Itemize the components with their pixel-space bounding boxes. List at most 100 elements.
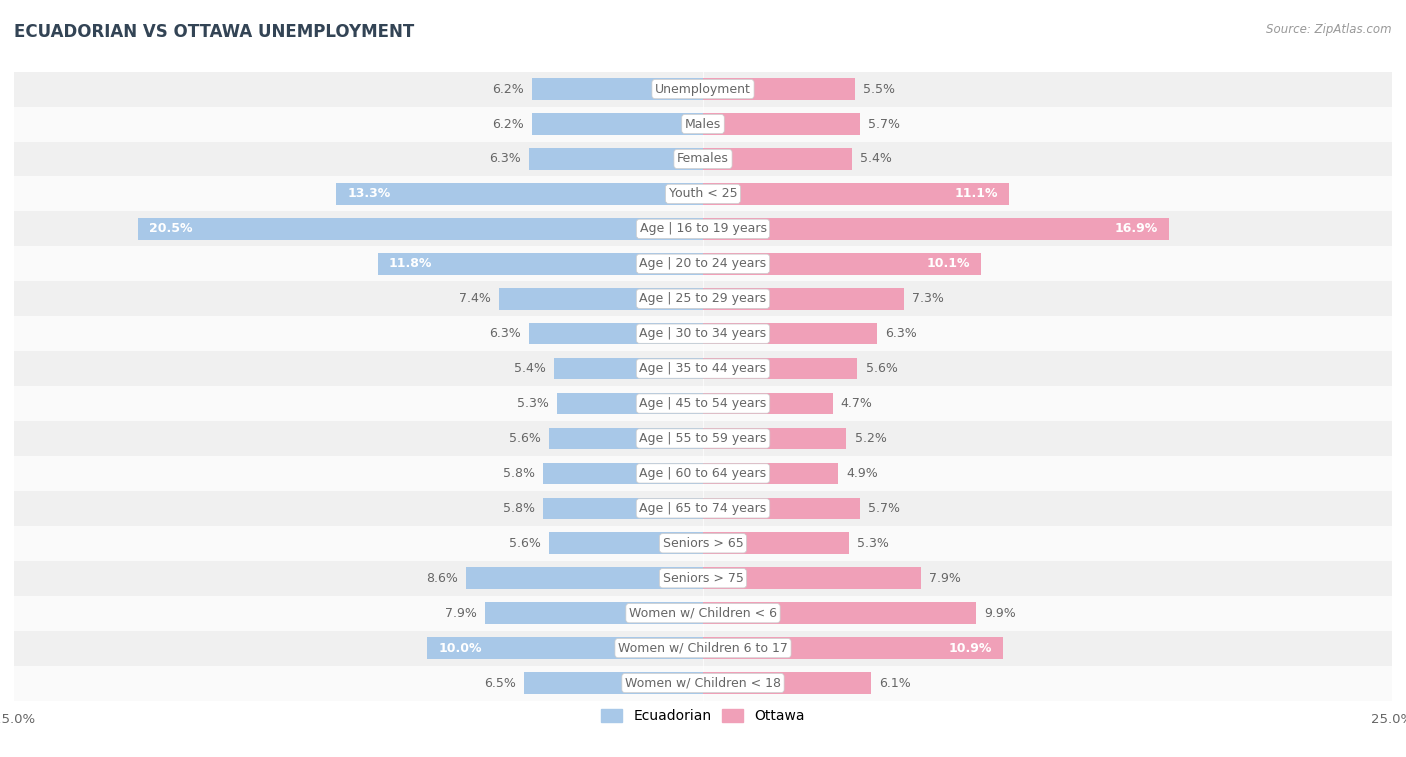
Text: 6.3%: 6.3% [489,152,522,166]
Bar [14,176,1392,211]
Text: 5.6%: 5.6% [509,537,540,550]
Bar [524,672,703,694]
Text: Age | 35 to 44 years: Age | 35 to 44 years [640,362,766,375]
Text: 6.3%: 6.3% [884,327,917,340]
Bar [703,497,860,519]
Text: 5.3%: 5.3% [517,397,548,410]
Text: Females: Females [678,152,728,166]
Bar [14,282,1392,316]
Text: 7.9%: 7.9% [446,606,477,620]
Text: 11.1%: 11.1% [955,188,998,201]
Text: Age | 45 to 54 years: Age | 45 to 54 years [640,397,766,410]
Bar [703,393,832,414]
Bar [557,393,703,414]
Bar [14,491,1392,526]
Bar [14,526,1392,561]
Bar [485,603,703,624]
Text: 20.5%: 20.5% [149,223,193,235]
Text: 5.2%: 5.2% [855,432,886,445]
Bar [499,288,703,310]
Bar [14,351,1392,386]
Text: Age | 60 to 64 years: Age | 60 to 64 years [640,467,766,480]
Text: 5.8%: 5.8% [503,502,534,515]
Text: 6.5%: 6.5% [484,677,516,690]
Bar [14,72,1392,107]
Legend: Ecuadorian, Ottawa: Ecuadorian, Ottawa [596,704,810,729]
Bar [138,218,703,240]
Bar [703,568,921,589]
Bar [703,358,858,379]
Text: 11.8%: 11.8% [389,257,432,270]
Text: Age | 25 to 29 years: Age | 25 to 29 years [640,292,766,305]
Text: 4.7%: 4.7% [841,397,873,410]
Text: 4.9%: 4.9% [846,467,879,480]
Bar [703,148,852,170]
Text: 5.6%: 5.6% [866,362,897,375]
Bar [465,568,703,589]
Text: Age | 20 to 24 years: Age | 20 to 24 years [640,257,766,270]
Text: 7.9%: 7.9% [929,572,960,584]
Text: 5.4%: 5.4% [515,362,546,375]
Text: 9.9%: 9.9% [984,606,1017,620]
Bar [530,322,703,344]
Bar [14,316,1392,351]
Bar [427,637,703,659]
Bar [14,107,1392,142]
Bar [14,421,1392,456]
Bar [14,596,1392,631]
Bar [14,142,1392,176]
Bar [378,253,703,275]
Text: 6.1%: 6.1% [879,677,911,690]
Text: 5.6%: 5.6% [509,432,540,445]
Text: Seniors > 75: Seniors > 75 [662,572,744,584]
Text: 5.5%: 5.5% [863,83,894,95]
Text: 6.3%: 6.3% [489,327,522,340]
Bar [548,532,703,554]
Bar [703,637,1004,659]
Bar [531,114,703,135]
Text: Age | 16 to 19 years: Age | 16 to 19 years [640,223,766,235]
Bar [703,114,860,135]
Text: 10.0%: 10.0% [439,642,482,655]
Text: Women w/ Children 6 to 17: Women w/ Children 6 to 17 [619,642,787,655]
Bar [14,561,1392,596]
Text: 5.7%: 5.7% [869,502,900,515]
Text: Unemployment: Unemployment [655,83,751,95]
Bar [703,288,904,310]
Text: 10.1%: 10.1% [927,257,970,270]
Bar [543,497,703,519]
Text: 7.3%: 7.3% [912,292,945,305]
Bar [703,603,976,624]
Bar [554,358,703,379]
Text: ECUADORIAN VS OTTAWA UNEMPLOYMENT: ECUADORIAN VS OTTAWA UNEMPLOYMENT [14,23,415,41]
Bar [14,631,1392,665]
Bar [703,78,855,100]
Bar [703,672,872,694]
Bar [703,428,846,450]
Text: 16.9%: 16.9% [1115,223,1157,235]
Text: 13.3%: 13.3% [347,188,391,201]
Text: 5.3%: 5.3% [858,537,889,550]
Bar [548,428,703,450]
Bar [14,246,1392,282]
Text: 7.4%: 7.4% [458,292,491,305]
Text: 8.6%: 8.6% [426,572,458,584]
Text: 10.9%: 10.9% [949,642,993,655]
Text: Source: ZipAtlas.com: Source: ZipAtlas.com [1267,23,1392,36]
Text: Women w/ Children < 6: Women w/ Children < 6 [628,606,778,620]
Text: Age | 65 to 74 years: Age | 65 to 74 years [640,502,766,515]
Bar [703,322,876,344]
Bar [703,218,1168,240]
Text: Seniors > 65: Seniors > 65 [662,537,744,550]
Bar [14,211,1392,246]
Text: 6.2%: 6.2% [492,83,524,95]
Text: Males: Males [685,117,721,130]
Text: 5.4%: 5.4% [860,152,891,166]
Text: Youth < 25: Youth < 25 [669,188,737,201]
Bar [543,463,703,484]
Bar [703,532,849,554]
Bar [703,463,838,484]
Bar [531,78,703,100]
Text: Age | 30 to 34 years: Age | 30 to 34 years [640,327,766,340]
Bar [14,456,1392,491]
